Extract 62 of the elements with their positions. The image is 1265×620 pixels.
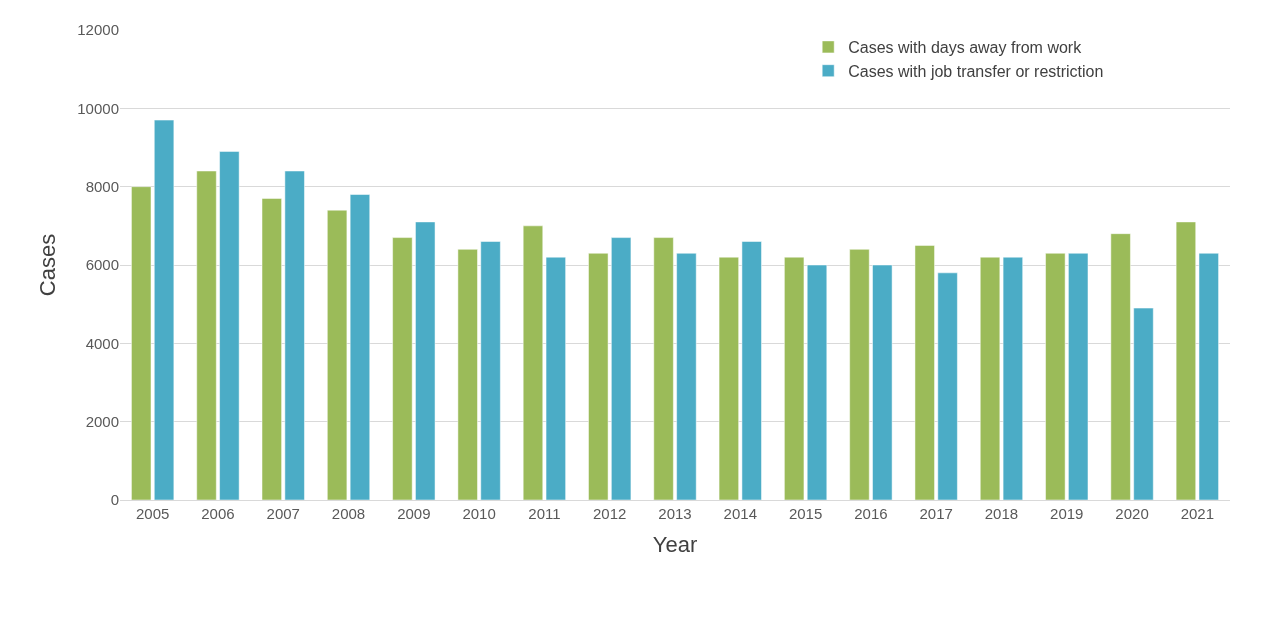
bar bbox=[480, 241, 501, 500]
bar bbox=[522, 225, 544, 500]
x-tick-label: 2019 bbox=[1050, 505, 1084, 522]
bar bbox=[611, 237, 632, 500]
bar bbox=[872, 264, 893, 500]
x-tick-label: 2020 bbox=[1115, 505, 1149, 522]
bar bbox=[284, 170, 305, 500]
bar bbox=[653, 237, 674, 500]
bar bbox=[914, 245, 935, 500]
x-tick-label: 2008 bbox=[331, 505, 366, 522]
bar bbox=[1068, 253, 1089, 500]
bar bbox=[1175, 221, 1196, 500]
bar bbox=[980, 256, 1001, 500]
legend-label: Cases with days away from work bbox=[848, 39, 1083, 57]
x-tick-label: 2005 bbox=[135, 505, 170, 522]
y-tick-label: 8000 bbox=[85, 177, 119, 195]
x-tick-label: 2011 bbox=[528, 505, 561, 522]
y-tick-label: 12000 bbox=[77, 21, 119, 39]
y-tick-label: 10000 bbox=[77, 99, 119, 117]
x-tick-label: 2012 bbox=[593, 505, 627, 522]
x-tick-label: 2014 bbox=[723, 505, 757, 522]
x-tick-label: 2015 bbox=[788, 505, 823, 522]
bar bbox=[806, 264, 828, 500]
y-axis-title: Cases bbox=[35, 233, 61, 297]
x-axis-title: Year bbox=[652, 531, 698, 557]
x-tick-label: 2018 bbox=[984, 505, 1019, 522]
bar bbox=[392, 237, 413, 500]
bar bbox=[261, 198, 282, 500]
y-tick-label: 2000 bbox=[85, 412, 119, 430]
bar bbox=[327, 209, 348, 500]
bar bbox=[131, 186, 152, 500]
x-tick-label: 2010 bbox=[462, 505, 496, 522]
y-tick-label: 4000 bbox=[85, 334, 119, 352]
bar bbox=[1002, 256, 1023, 500]
x-tick-label: 2013 bbox=[658, 505, 692, 522]
bar bbox=[196, 170, 217, 500]
x-tick-label: 2021 bbox=[1180, 505, 1215, 522]
bar bbox=[457, 249, 478, 500]
x-tick-label: 2017 bbox=[919, 505, 953, 522]
bar bbox=[219, 151, 240, 500]
bar bbox=[1133, 307, 1154, 500]
x-tick-label: 2009 bbox=[397, 505, 431, 522]
legend-label: Cases with job transfer or restriction bbox=[848, 62, 1104, 80]
bar bbox=[741, 241, 762, 500]
bar bbox=[154, 119, 175, 500]
bar bbox=[349, 194, 370, 500]
bar bbox=[1198, 253, 1219, 500]
x-tick-label: 2016 bbox=[854, 505, 888, 522]
bar bbox=[1045, 253, 1066, 500]
bar bbox=[415, 221, 436, 500]
y-tick-label: 6000 bbox=[85, 256, 119, 274]
x-tick-label: 2006 bbox=[201, 505, 235, 522]
bar bbox=[545, 256, 566, 500]
bar bbox=[588, 253, 609, 500]
bar bbox=[784, 256, 805, 500]
bar bbox=[849, 249, 870, 500]
bar bbox=[1110, 233, 1131, 500]
bar bbox=[937, 272, 958, 500]
y-tick-label: 0 bbox=[110, 491, 119, 509]
bar bbox=[676, 253, 697, 500]
bar bbox=[718, 256, 739, 500]
x-tick-label: 2007 bbox=[266, 505, 300, 522]
